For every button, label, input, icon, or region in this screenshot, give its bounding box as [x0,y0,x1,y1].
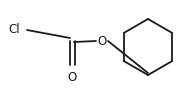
Text: O: O [97,35,107,48]
Text: Cl: Cl [8,23,20,36]
Text: O: O [67,71,77,84]
